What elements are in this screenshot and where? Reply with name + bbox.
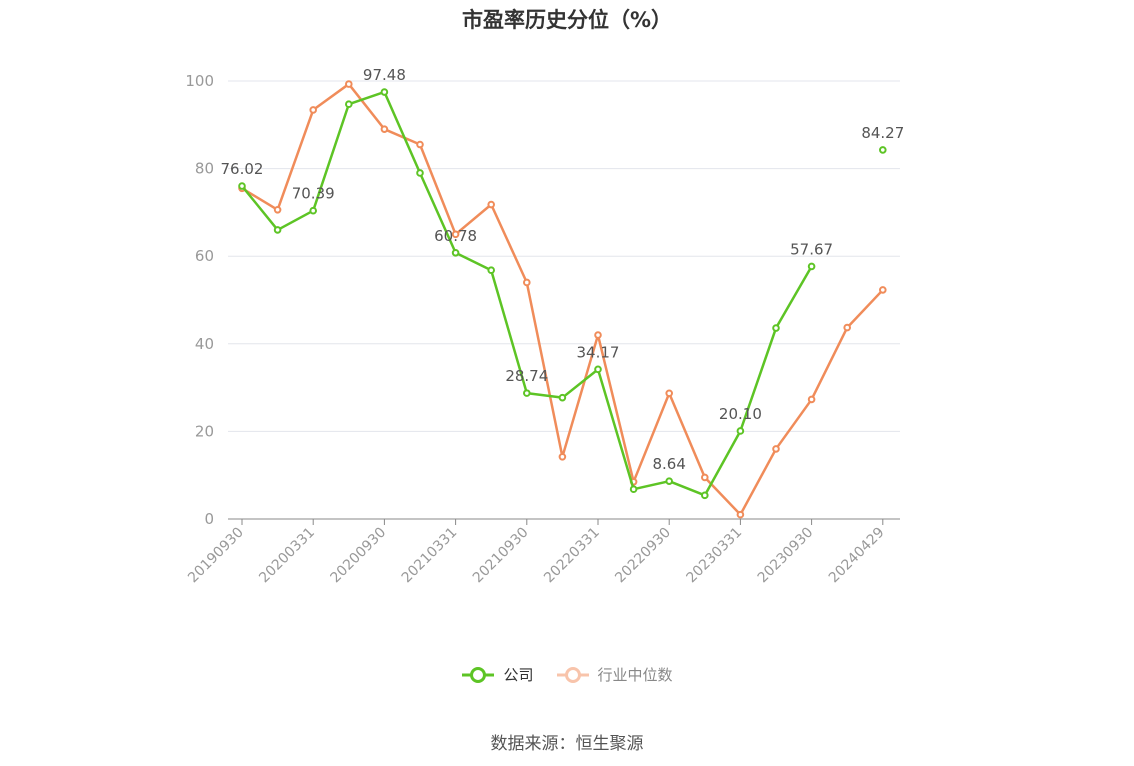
data-point-company	[629, 485, 638, 494]
data-label-company: 70.39	[292, 185, 335, 203]
data-point-industry-median	[345, 80, 353, 88]
data-point-industry-median	[558, 453, 567, 461]
x-tick-label: 20220331	[541, 525, 603, 587]
legend-label-industry-median: 行业中位数	[597, 666, 673, 684]
y-tick-label: 100	[185, 72, 214, 90]
x-tick-label: 20210331	[399, 525, 461, 587]
data-label-company: 57.67	[790, 240, 833, 258]
data-point-industry-median	[594, 331, 602, 339]
legend-label-company: 公司	[503, 666, 534, 684]
x-tick-label: 20230930	[755, 525, 817, 587]
series-line-company	[241, 90, 813, 497]
data-label-company: 28.74	[505, 367, 548, 385]
data-label-company: 20.10	[719, 405, 762, 423]
data-point-company	[309, 206, 318, 215]
data-label-company: 84.27	[861, 124, 904, 142]
x-tick-label: 20210930	[470, 525, 532, 587]
legend-item-company[interactable]: 公司	[461, 664, 534, 685]
data-point-company	[558, 393, 567, 402]
data-point-company	[879, 146, 887, 154]
data-point-industry-median	[701, 473, 709, 482]
x-tick-label: 20200930	[328, 525, 390, 587]
y-tick-label: 60	[195, 247, 214, 265]
data-label-company: 76.02	[221, 160, 264, 178]
data-point-company	[487, 266, 496, 275]
data-point-industry-median	[451, 230, 460, 239]
chart-title: 市盈率历史分位（%）	[461, 8, 673, 32]
x-tick-label: 20220930	[612, 525, 674, 587]
data-point-industry-median	[487, 200, 496, 209]
source-note: 数据来源：恒生聚源	[490, 734, 644, 754]
x-tick-label: 20190930	[185, 525, 247, 587]
y-tick-label: 20	[195, 422, 214, 440]
data-point-industry-median	[416, 140, 424, 149]
data-label-company: 97.48	[363, 66, 406, 84]
data-point-company	[273, 226, 282, 234]
data-point-company	[594, 365, 602, 374]
chart-legend: 公司 行业中位数	[0, 664, 1134, 685]
data-point-company	[523, 389, 531, 397]
data-point-industry-median	[309, 106, 318, 114]
data-label-company: 60.78	[434, 227, 477, 245]
data-point-industry-median	[523, 278, 531, 287]
data-point-industry-median	[807, 395, 816, 404]
data-point-company	[772, 324, 780, 332]
legend-item-industry-median[interactable]: 行业中位数	[556, 664, 673, 685]
data-point-industry-median	[736, 510, 745, 519]
y-tick-label: 80	[195, 160, 214, 178]
data-point-company	[701, 491, 709, 500]
data-point-company	[451, 248, 460, 257]
data-point-company	[736, 427, 745, 435]
x-tick-label: 20240429	[826, 525, 888, 587]
data-point-company	[416, 169, 424, 177]
data-point-industry-median	[879, 286, 887, 294]
data-label-company: 34.17	[577, 343, 620, 361]
data-point-industry-median	[772, 445, 780, 453]
data-point-company	[345, 100, 353, 109]
x-tick-label: 20230331	[684, 525, 746, 587]
y-tick-label: 0	[204, 510, 214, 528]
data-point-company	[238, 182, 246, 190]
data-point-industry-median	[380, 125, 389, 133]
data-point-company	[665, 477, 674, 485]
data-point-industry-median	[843, 323, 852, 332]
data-point-company	[380, 88, 389, 96]
legend-swatch-industry-median-icon	[556, 666, 589, 683]
y-tick-label: 40	[195, 335, 214, 353]
data-point-company	[807, 262, 816, 271]
legend-swatch-company-icon	[462, 666, 495, 683]
data-point-industry-median	[665, 389, 674, 398]
data-label-company: 8.64	[652, 455, 685, 473]
series-line-industry-median	[241, 82, 884, 516]
x-tick-label: 20200331	[256, 525, 318, 587]
data-point-industry-median	[273, 205, 282, 214]
